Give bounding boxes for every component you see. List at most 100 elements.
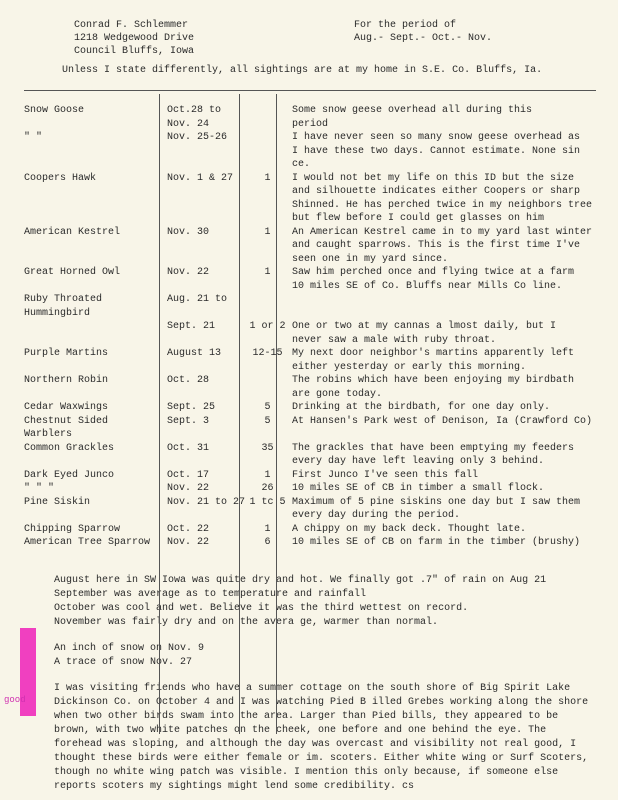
table-row: Common Grackles Oct. 3135The grackles th… — [24, 442, 594, 456]
table-cell: either yesterday or early this morning. — [286, 361, 594, 375]
author-addr2: Council Bluffs, Iowa — [24, 46, 354, 57]
narrative-line: A trace of snow Nov. 27 — [54, 656, 594, 670]
table-row: are gone today. — [24, 388, 594, 402]
column-rule — [159, 94, 160, 734]
table-cell: Chestnut Sided Warblers — [24, 415, 163, 442]
table-cell: Drinking at the birdbath, for one day on… — [286, 401, 594, 415]
table-cell: " " — [24, 131, 163, 145]
table-cell: 10 miles SE of Co. Bluffs near Mills Co … — [286, 280, 594, 294]
table-row: American Tree SparrowNov. 22610 miles SE… — [24, 536, 594, 550]
table-cell: American Tree Sparrow — [24, 536, 163, 550]
table-cell: Oct. 22 — [163, 523, 249, 537]
table-cell: Coopers Hawk — [24, 172, 163, 186]
table-cell: Pine Siskin — [24, 496, 163, 510]
narrative-line: October was cool and wet. Believe it was… — [54, 602, 594, 616]
table-cell: I have never seen so many snow geese ove… — [286, 131, 594, 145]
table-cell: every day have left leaving only 3 behin… — [286, 455, 594, 469]
author-name: Conrad F. Schlemmer — [24, 20, 354, 31]
margin-annotation: good — [4, 695, 26, 705]
table-row: Ruby Throated HummingbirdAug. 21 to — [24, 293, 594, 320]
table-cell: Cedar Waxwings — [24, 401, 163, 415]
table-cell: Chipping Sparrow — [24, 523, 163, 537]
table-cell: Sept. 3 — [163, 415, 249, 429]
table-cell: Sept. 25 — [163, 401, 249, 415]
table-cell: never saw a male with ruby throat. — [286, 334, 594, 348]
table-cell: Nov. 22 — [163, 536, 249, 550]
table-row: and silhouette indicates either Coopers … — [24, 185, 594, 199]
table-cell: Oct. 28 — [163, 374, 249, 388]
table-row: seen one in my yard since. — [24, 253, 594, 267]
table-row: Snow GooseOct.28 toSome snow geese overh… — [24, 104, 594, 118]
table-cell: Purple Martins — [24, 347, 163, 361]
table-cell: 1 — [249, 266, 286, 280]
table-cell: and silhouette indicates either Coopers … — [286, 185, 594, 199]
table-cell: and caught sparrows. This is the first t… — [286, 239, 594, 253]
table-cell: One or two at my cannas a lmost daily, b… — [286, 320, 594, 334]
narrative-line: August here in SW Iowa was quite dry and… — [54, 574, 594, 588]
table-row: " "Nov. 25-26I have never seen so many s… — [24, 131, 594, 145]
table-cell: Ruby Throated Hummingbird — [24, 293, 163, 320]
table-cell: Nov. 22 — [163, 482, 249, 496]
table-row: Sept. 211 or 2One or two at my cannas a … — [24, 320, 594, 334]
table-cell: Shinned. He has perched twice in my neig… — [286, 199, 594, 213]
table-cell: 6 — [249, 536, 286, 550]
table-cell: 1 tc 5 — [249, 496, 286, 510]
table-row: either yesterday or early this morning. — [24, 361, 594, 375]
table-cell: 12-15 — [249, 347, 286, 361]
table-row: Coopers HawkNov. 1 & 271I would not bet … — [24, 172, 594, 186]
table-cell: An American Kestrel came in to my yard l… — [286, 226, 594, 240]
table-cell: Oct. 31 — [163, 442, 249, 456]
table-cell: American Kestrel — [24, 226, 163, 240]
table-cell: Great Horned Owl — [24, 266, 163, 280]
table-rule — [24, 90, 596, 91]
table-row: Purple MartinsAugust 1312-15My next door… — [24, 347, 594, 361]
table-cell: 5 — [249, 401, 286, 415]
table-cell: Dark Eyed Junco — [24, 469, 163, 483]
table-cell: Nov. 30 — [163, 226, 249, 240]
table-cell: My next door neighbor's martins apparent… — [286, 347, 594, 361]
table-cell: Common Grackles — [24, 442, 163, 456]
table-row: never saw a male with ruby throat. — [24, 334, 594, 348]
table-cell: are gone today. — [286, 388, 594, 402]
header: Conrad F. Schlemmer For the period of 12… — [24, 20, 594, 57]
table-row: I have these two days. Cannot estimate. … — [24, 145, 594, 172]
table-cell: 35 — [249, 442, 286, 456]
table-cell: The robins which have been enjoying my b… — [286, 374, 594, 388]
table-cell: Nov. 22 — [163, 266, 249, 280]
table-cell: Oct. 17 — [163, 469, 249, 483]
table-cell: Nov. 1 & 27 — [163, 172, 249, 186]
table-row: Chestnut Sided Warblers Sept. 35At Hanse… — [24, 415, 594, 442]
table-cell: Maximum of 5 pine siskins one day but I … — [286, 496, 594, 510]
table-row: 10 miles SE of Co. Bluffs near Mills Co … — [24, 280, 594, 294]
table-cell: 1 or 2 — [249, 320, 286, 334]
table-row: every day during the period. — [24, 509, 594, 523]
table-cell: 1 — [249, 172, 286, 186]
table-row: Nov. 24 period — [24, 118, 594, 132]
narrative-paragraph: I was visiting friends who have a summer… — [54, 682, 594, 794]
table-cell: Aug. 21 to — [163, 293, 249, 307]
table-cell: seen one in my yard since. — [286, 253, 594, 267]
table-cell: period — [286, 118, 594, 132]
table-row: but flew before I could get glasses on h… — [24, 212, 594, 226]
table-cell: 10 miles SE of CB on farm in the timber … — [286, 536, 594, 550]
table-cell: I would not bet my life on this ID but t… — [286, 172, 594, 186]
table-cell: Nov. 21 to 27 — [163, 496, 249, 510]
period-label: For the period of — [354, 20, 456, 31]
table-row: Chipping SparrowOct. 221A chippy on my b… — [24, 523, 594, 537]
table-cell: The grackles that have been emptying my … — [286, 442, 594, 456]
narrative-line: An inch of snow on Nov. 9 — [54, 642, 594, 656]
table-cell: " " " — [24, 482, 163, 496]
table-cell: 1 — [249, 226, 286, 240]
table-cell: Saw him perched once and flying twice at… — [286, 266, 594, 280]
table-cell: 26 — [249, 482, 286, 496]
table-cell: 5 — [249, 415, 286, 429]
table-cell: every day during the period. — [286, 509, 594, 523]
table-row: American KestrelNov. 301An American Kest… — [24, 226, 594, 240]
table-cell: Oct.28 to — [163, 104, 249, 118]
table-cell: August 13 — [163, 347, 249, 361]
author-addr1: 1218 Wedgewood Drive — [24, 33, 354, 44]
subhead: Unless I state differently, all sighting… — [62, 65, 594, 76]
table-row: and caught sparrows. This is the first t… — [24, 239, 594, 253]
table-cell: Northern Robin — [24, 374, 163, 388]
period-range: Aug.- Sept.- Oct.- Nov. — [354, 33, 492, 44]
